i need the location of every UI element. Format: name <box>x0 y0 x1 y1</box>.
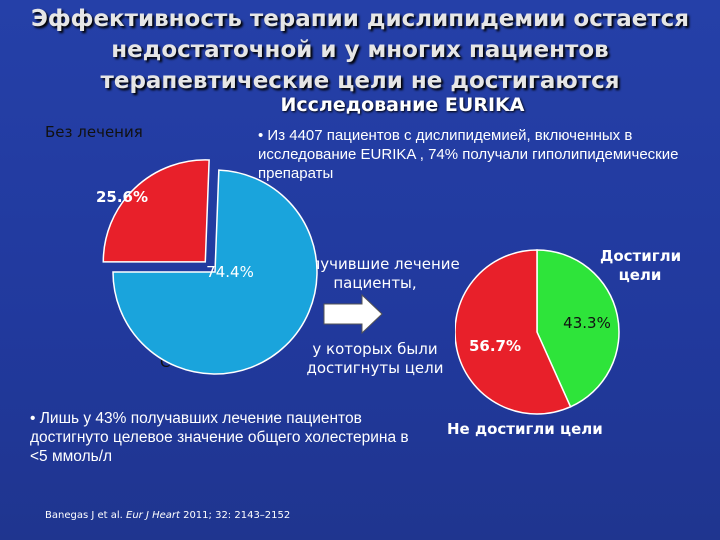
bullet-study-info: • Из 4407 пациентов с дислипидемией, вкл… <box>258 127 679 182</box>
pie-slice-label: 74.4% <box>206 263 254 281</box>
pie-slice <box>455 249 572 415</box>
label-untreated: Без лечения <box>45 123 143 141</box>
citation: Banegas J et al. Eur J Heart 2011; 32: 2… <box>45 510 290 521</box>
title-line-3: терапевтические цели не достигаются <box>100 68 620 94</box>
slide-title: Эффективность терапии дислипидемии остае… <box>0 4 720 97</box>
citation-details: 2011; 32: 2143–2152 <box>179 510 291 521</box>
slide-subtitle: Исследование EURIKA <box>280 94 525 116</box>
pie-slice <box>112 169 318 375</box>
label-who-achieved: у которых были достигнуты цели <box>306 340 444 377</box>
citation-journal: Eur J Heart <box>126 510 180 521</box>
pie-slice <box>102 159 210 263</box>
label-achieved-goals: Достигли цели <box>600 247 682 284</box>
pie-slice <box>536 249 620 408</box>
title-line-2: недостаточной и у многих пациентов <box>111 37 609 63</box>
pie-chart-goals: 43.3% 56.7% <box>455 249 620 415</box>
bullet-result: • Лишь у 43% получавших лечение пациенто… <box>30 410 409 465</box>
pie-chart-treatment: 25.6% 74.4% <box>96 159 318 375</box>
pie-slice-label: 25.6% <box>96 188 148 206</box>
pie-slice-label: 43.3% <box>563 314 611 332</box>
arrow-icon <box>323 293 383 335</box>
title-line-1: Эффективность терапии дислипидемии остае… <box>30 6 690 32</box>
pie-slice-label: 56.7% <box>469 337 521 355</box>
label-received-treatment: Получившие лечение пациенты, <box>290 255 460 292</box>
label-not-achieved-goals: Не достигли цели <box>447 420 603 438</box>
citation-authors: Banegas J et al. <box>45 510 126 521</box>
